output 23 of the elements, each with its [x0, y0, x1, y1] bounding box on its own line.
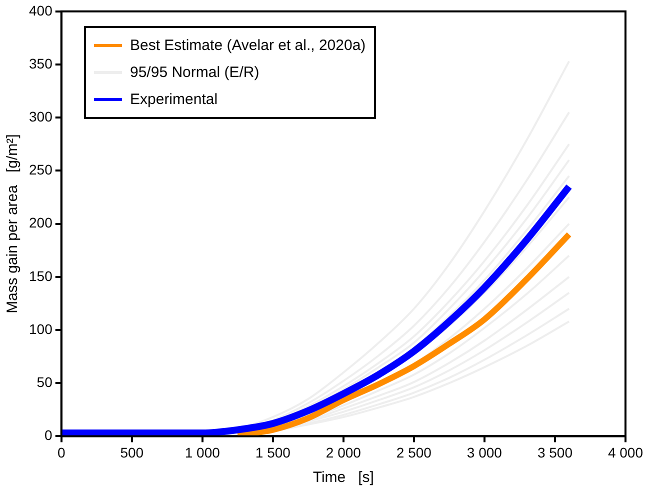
x-tick-label: 3 000 [466, 444, 502, 460]
y-tick-label: 250 [29, 162, 53, 178]
legend-label: Experimental [130, 91, 218, 108]
x-tick-label: 2 000 [326, 444, 362, 460]
x-tick-label: 1 500 [255, 444, 291, 460]
y-axis-title: Mass gain per area [g/m²] [4, 134, 22, 314]
y-tick-label: 100 [29, 320, 53, 337]
y-tick-label: 400 [29, 2, 53, 18]
y-tick-label: 200 [29, 214, 53, 231]
x-tick-label: 1 000 [184, 444, 220, 460]
y-tick-label: 350 [29, 55, 53, 72]
y-tick-label: 0 [44, 427, 53, 444]
x-tick-label: 500 [120, 444, 144, 460]
x-tick-label: 0 [57, 444, 66, 460]
y-tick-label: 150 [29, 268, 53, 284]
legend-label: 95/95 Normal (E/R) [130, 64, 260, 81]
legend-label: Best Estimate (Avelar et al., 2020a) [130, 37, 366, 54]
x-tick-label: 3 500 [537, 444, 573, 460]
x-tick-label: 2 500 [396, 444, 432, 460]
y-tick-label: 300 [29, 108, 53, 124]
x-tick-label: 4 000 [608, 444, 644, 460]
y-tick-label: 50 [36, 374, 53, 390]
x-axis-title: Time [s] [312, 469, 374, 486]
